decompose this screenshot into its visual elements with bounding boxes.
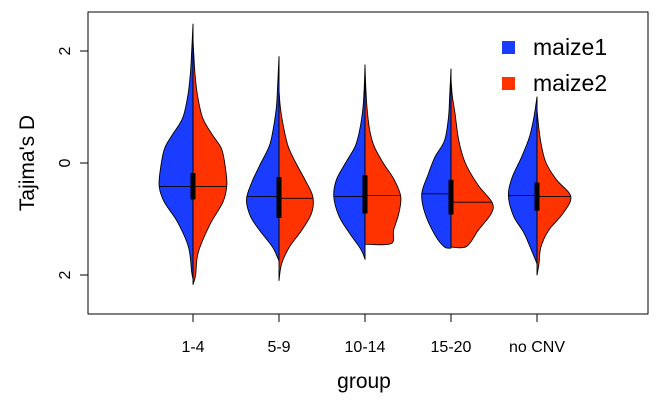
y-axis: 2 0 2 xyxy=(57,46,88,279)
legend: maize1 maize2 xyxy=(502,34,607,96)
x-tick-label-1-4: 1-4 xyxy=(181,339,204,356)
violin-maize2-10-14 xyxy=(364,64,402,246)
legend-label-maize1: maize1 xyxy=(533,34,607,60)
y-axis-label: Tajima's D xyxy=(16,115,39,211)
x-tick-label-no CNV: no CNV xyxy=(509,339,565,356)
violin-maize1-10-14 xyxy=(333,64,366,260)
violin-layer xyxy=(158,23,572,285)
violin-maize1-1-4 xyxy=(158,23,194,280)
x-tick-label-10-14: 10-14 xyxy=(345,339,386,356)
iqr-box-5-9 xyxy=(276,177,282,218)
y-tick-label-2: 2 xyxy=(57,46,74,55)
legend-swatch-maize1 xyxy=(502,41,515,54)
iqr-box-10-14 xyxy=(362,175,368,214)
violin-maize2-no CNV xyxy=(536,109,572,276)
iqr-box-no CNV xyxy=(534,182,540,211)
iqr-box-1-4 xyxy=(190,173,196,200)
x-axis-label: group xyxy=(337,370,391,393)
violin-maize1-15-20 xyxy=(421,68,452,249)
violin-maize1-no CNV xyxy=(507,96,538,265)
violin-maize2-5-9 xyxy=(278,89,314,282)
x-tick-label-15-20: 15-20 xyxy=(431,339,472,356)
legend-swatch-maize2 xyxy=(502,77,515,90)
iqr-box-15-20 xyxy=(448,179,454,215)
violin-maize1-5-9 xyxy=(246,56,280,262)
y-tick-label--2: 2 xyxy=(57,270,74,279)
x-tick-label-5-9: 5-9 xyxy=(267,339,290,356)
violin-maize2-15-20 xyxy=(450,78,494,249)
y-tick-label-0: 0 xyxy=(57,158,74,167)
legend-label-maize2: maize2 xyxy=(533,70,607,96)
violin-maize2-1-4 xyxy=(192,39,228,285)
x-axis: 1-4 5-9 10-14 15-20 no CNV xyxy=(181,313,565,356)
